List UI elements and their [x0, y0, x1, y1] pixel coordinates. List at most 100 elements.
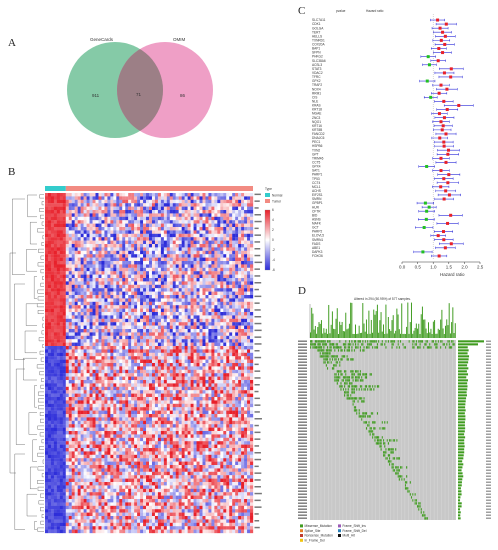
heatmap-cell — [149, 227, 153, 231]
heatmap-cell — [214, 342, 218, 347]
heatmap-cell — [137, 318, 141, 323]
heatmap-cell — [202, 240, 206, 245]
heatmap-cell — [128, 363, 132, 367]
heatmap-cell — [128, 414, 132, 418]
heatmap-cell — [113, 240, 117, 245]
heatmap-cell — [77, 257, 81, 262]
heatmap-cell — [193, 233, 197, 238]
heatmap-cell — [193, 264, 197, 268]
heatmap-cell — [128, 359, 132, 364]
heatmap-cell — [244, 216, 248, 221]
heatmap-cell — [116, 335, 120, 340]
heatmap-cell — [92, 346, 96, 350]
heatmap-cell — [202, 403, 206, 408]
heatmap-cell — [232, 267, 236, 272]
heatmap-cell — [92, 240, 96, 245]
heatmap-cell — [98, 261, 102, 265]
heatmap-cell — [199, 346, 203, 350]
heatmap-cell — [119, 431, 123, 435]
heatmap-cell — [232, 281, 236, 285]
heatmap-cell — [50, 233, 55, 238]
heatmap-cell — [68, 305, 72, 309]
heatmap-cell — [226, 383, 230, 387]
heatmap-cell — [131, 206, 135, 211]
heatmap-cell — [146, 332, 150, 336]
heatmap-cell — [205, 223, 209, 228]
heatmap-cell — [68, 233, 72, 238]
heatmap-cell — [47, 203, 52, 207]
heatmap-cell — [45, 301, 49, 306]
heatmap-cell — [113, 216, 117, 221]
heatmap-cell — [149, 339, 153, 343]
heatmap-cell — [229, 335, 233, 340]
heatmap-cell — [110, 315, 114, 319]
heatmap-cell — [208, 210, 212, 214]
heatmap-cell — [128, 199, 132, 204]
heatmap-cell — [89, 410, 93, 415]
heatmap-cell — [134, 427, 138, 432]
heatmap-cell — [163, 203, 167, 207]
heatmap-cell — [220, 288, 224, 292]
heatmap-cell — [184, 298, 188, 302]
heatmap-cell — [187, 407, 191, 411]
heatmap-cell — [98, 315, 102, 319]
heatmap-cell — [53, 386, 58, 391]
heatmap-cell — [95, 390, 99, 394]
heatmap-cell — [77, 363, 81, 367]
heatmap-cell — [217, 397, 221, 401]
heatmap-cell — [89, 373, 93, 377]
heatmap-cell — [146, 322, 150, 326]
heatmap-cell — [196, 274, 200, 279]
heatmap-cell — [154, 369, 159, 374]
heatmap-cell — [122, 305, 126, 309]
heatmap-cell — [128, 390, 132, 394]
heatmap-cell — [196, 414, 200, 418]
heatmap-cell — [128, 403, 132, 408]
heatmap-cell — [119, 417, 123, 421]
heatmap-cell — [53, 227, 58, 231]
heatmap-cell — [196, 240, 200, 245]
heatmap-cell — [74, 346, 78, 350]
heatmap-cell — [89, 315, 93, 319]
heatmap-cell — [95, 400, 99, 404]
heatmap-cell — [247, 335, 251, 340]
heatmap-cell — [131, 223, 135, 228]
heatmap-cell — [119, 233, 123, 238]
heatmap-cell — [193, 356, 197, 360]
heatmap-cell — [149, 278, 153, 282]
heatmap-cell — [107, 393, 111, 398]
heatmap-cell — [199, 424, 203, 428]
heatmap-cell — [137, 223, 141, 228]
heatmap-cell — [199, 366, 203, 370]
heatmap-cell — [131, 407, 135, 411]
heatmap-cell — [187, 349, 191, 353]
heatmap-cell — [62, 254, 66, 258]
heatmap-cell — [223, 397, 227, 401]
heatmap-cell — [53, 369, 58, 374]
heatmap-cell — [137, 380, 141, 384]
heatmap-cell — [65, 359, 69, 364]
heatmap-cell — [107, 332, 111, 336]
heatmap-cell — [116, 305, 120, 309]
heatmap-cell — [202, 227, 206, 231]
heatmap-cell — [241, 427, 245, 432]
heatmap-cell — [196, 220, 200, 224]
heatmap-cell — [101, 417, 105, 421]
heatmap-cell — [232, 407, 236, 411]
heatmap-cell — [163, 250, 167, 255]
heatmap-cell — [98, 203, 102, 207]
heatmap-cell — [146, 407, 150, 411]
heatmap-cell — [238, 305, 242, 309]
heatmap-cell — [193, 203, 197, 207]
heatmap-cell — [229, 339, 233, 343]
heatmap-cell — [146, 274, 150, 279]
heatmap-cell — [119, 322, 123, 326]
heatmap-cell — [137, 193, 141, 197]
heatmap-cell — [163, 410, 167, 415]
heatmap-cell — [92, 363, 96, 367]
heatmap-cell — [149, 349, 153, 353]
heatmap-cell — [113, 366, 117, 370]
heatmap-cell — [208, 261, 212, 265]
heatmap-cell — [47, 261, 52, 265]
heatmap-cell — [92, 216, 96, 221]
